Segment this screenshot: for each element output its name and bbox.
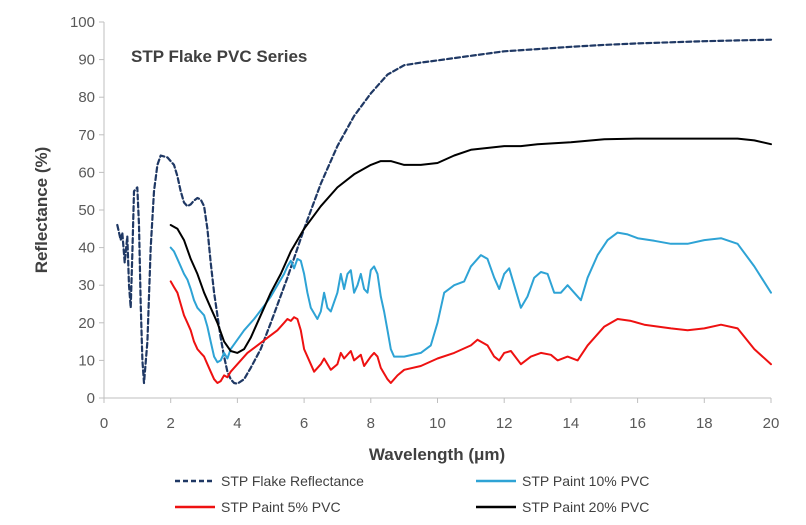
legend-item: STP Paint 5% PVC bbox=[175, 499, 341, 515]
y-tick-label: 0 bbox=[87, 390, 95, 407]
series-layer bbox=[116, 38, 773, 385]
y-tick-label: 60 bbox=[78, 164, 95, 181]
x-tick-label: 10 bbox=[429, 415, 446, 432]
axes: 0 10 20 30 40 50 60 70 80 90 100 0 2 4 6 8 10 12 14 16 18 20 bbox=[70, 14, 779, 432]
legend-label: STP Flake Reflectance bbox=[221, 473, 364, 489]
x-tick-label: 18 bbox=[696, 415, 713, 432]
x-tick-label: 2 bbox=[167, 415, 175, 432]
y-axis-title: Reflectance (%) bbox=[32, 147, 51, 274]
x-tick-label: 8 bbox=[367, 415, 375, 432]
y-tick-label: 80 bbox=[78, 89, 95, 106]
legend-label: STP Paint 5% PVC bbox=[221, 499, 341, 515]
series-line-stp-paint-10-pvc bbox=[169, 231, 772, 364]
chart-title: STP Flake PVC Series bbox=[131, 47, 307, 66]
x-tick-label: 16 bbox=[629, 415, 646, 432]
y-tick-label: 40 bbox=[78, 240, 95, 257]
x-tick-label: 12 bbox=[496, 415, 513, 432]
y-tick-label: 50 bbox=[78, 202, 95, 219]
y-tick-label: 10 bbox=[78, 352, 95, 369]
legend-item: STP Flake Reflectance bbox=[175, 473, 364, 489]
legend: STP Flake Reflectance STP Paint 10% PVC ST… bbox=[175, 473, 649, 515]
legend-item: STP Paint 20% PVC bbox=[476, 499, 649, 515]
x-tick-label: 6 bbox=[300, 415, 308, 432]
x-tick-label: 0 bbox=[100, 415, 108, 432]
x-axis-title: Wavelength (μm) bbox=[369, 445, 505, 464]
y-tick-label: 70 bbox=[78, 127, 95, 144]
y-tick-label: 100 bbox=[70, 14, 95, 31]
x-tick-label: 4 bbox=[233, 415, 241, 432]
y-tick-label: 30 bbox=[78, 277, 95, 294]
legend-item: STP Paint 10% PVC bbox=[476, 473, 649, 489]
x-tick-label: 14 bbox=[563, 415, 580, 432]
y-tick-label: 20 bbox=[78, 315, 95, 332]
x-tick-label: 20 bbox=[763, 415, 780, 432]
series-line-stp-paint-5-pvc bbox=[169, 280, 772, 384]
legend-label: STP Paint 20% PVC bbox=[522, 499, 649, 515]
series-line-stp-paint-20-pvc bbox=[169, 137, 772, 354]
legend-label: STP Paint 10% PVC bbox=[522, 473, 649, 489]
series-line-stp-flake-reflectance bbox=[116, 38, 773, 385]
y-tick-label: 90 bbox=[78, 52, 95, 69]
